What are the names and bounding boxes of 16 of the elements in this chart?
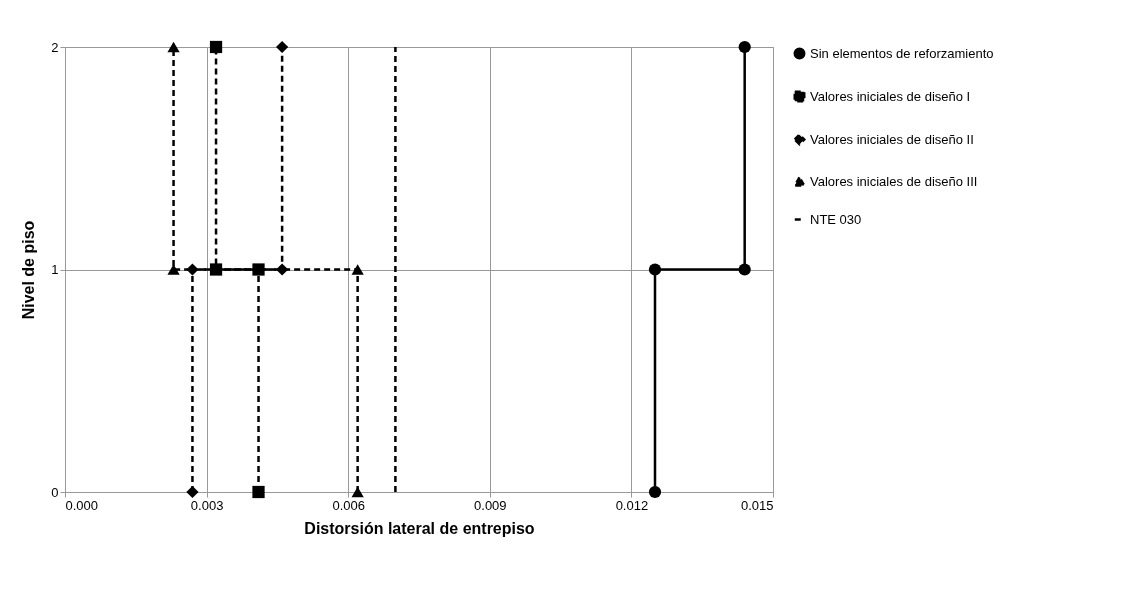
y-tick-label: 1: [51, 262, 59, 277]
y-axis-title: Nivel de piso: [20, 220, 38, 320]
x-tick-label: 0.015: [740, 497, 774, 513]
x-tick-label: 0.006: [332, 497, 365, 513]
x-tick-label: 0.000: [65, 497, 99, 513]
legend-label: Valores iniciales de diseño II: [810, 131, 974, 147]
x-tick-label: 0.012: [615, 497, 649, 513]
legend-label: Valores iniciales de diseño I: [810, 88, 971, 104]
legend-label: NTE 030: [810, 211, 862, 227]
legend-label: Valores iniciales de diseño III: [810, 173, 978, 189]
x-axis-title: Distorsión lateral de entrepiso: [304, 519, 535, 537]
y-tick-label: 0: [51, 484, 59, 500]
x-tick-label: 0.009: [474, 497, 507, 513]
x-tick-label: 0.003: [190, 497, 224, 513]
y-tick-label: 2: [51, 39, 59, 55]
legend-label: Sin elementos de reforzamiento: [810, 45, 994, 61]
